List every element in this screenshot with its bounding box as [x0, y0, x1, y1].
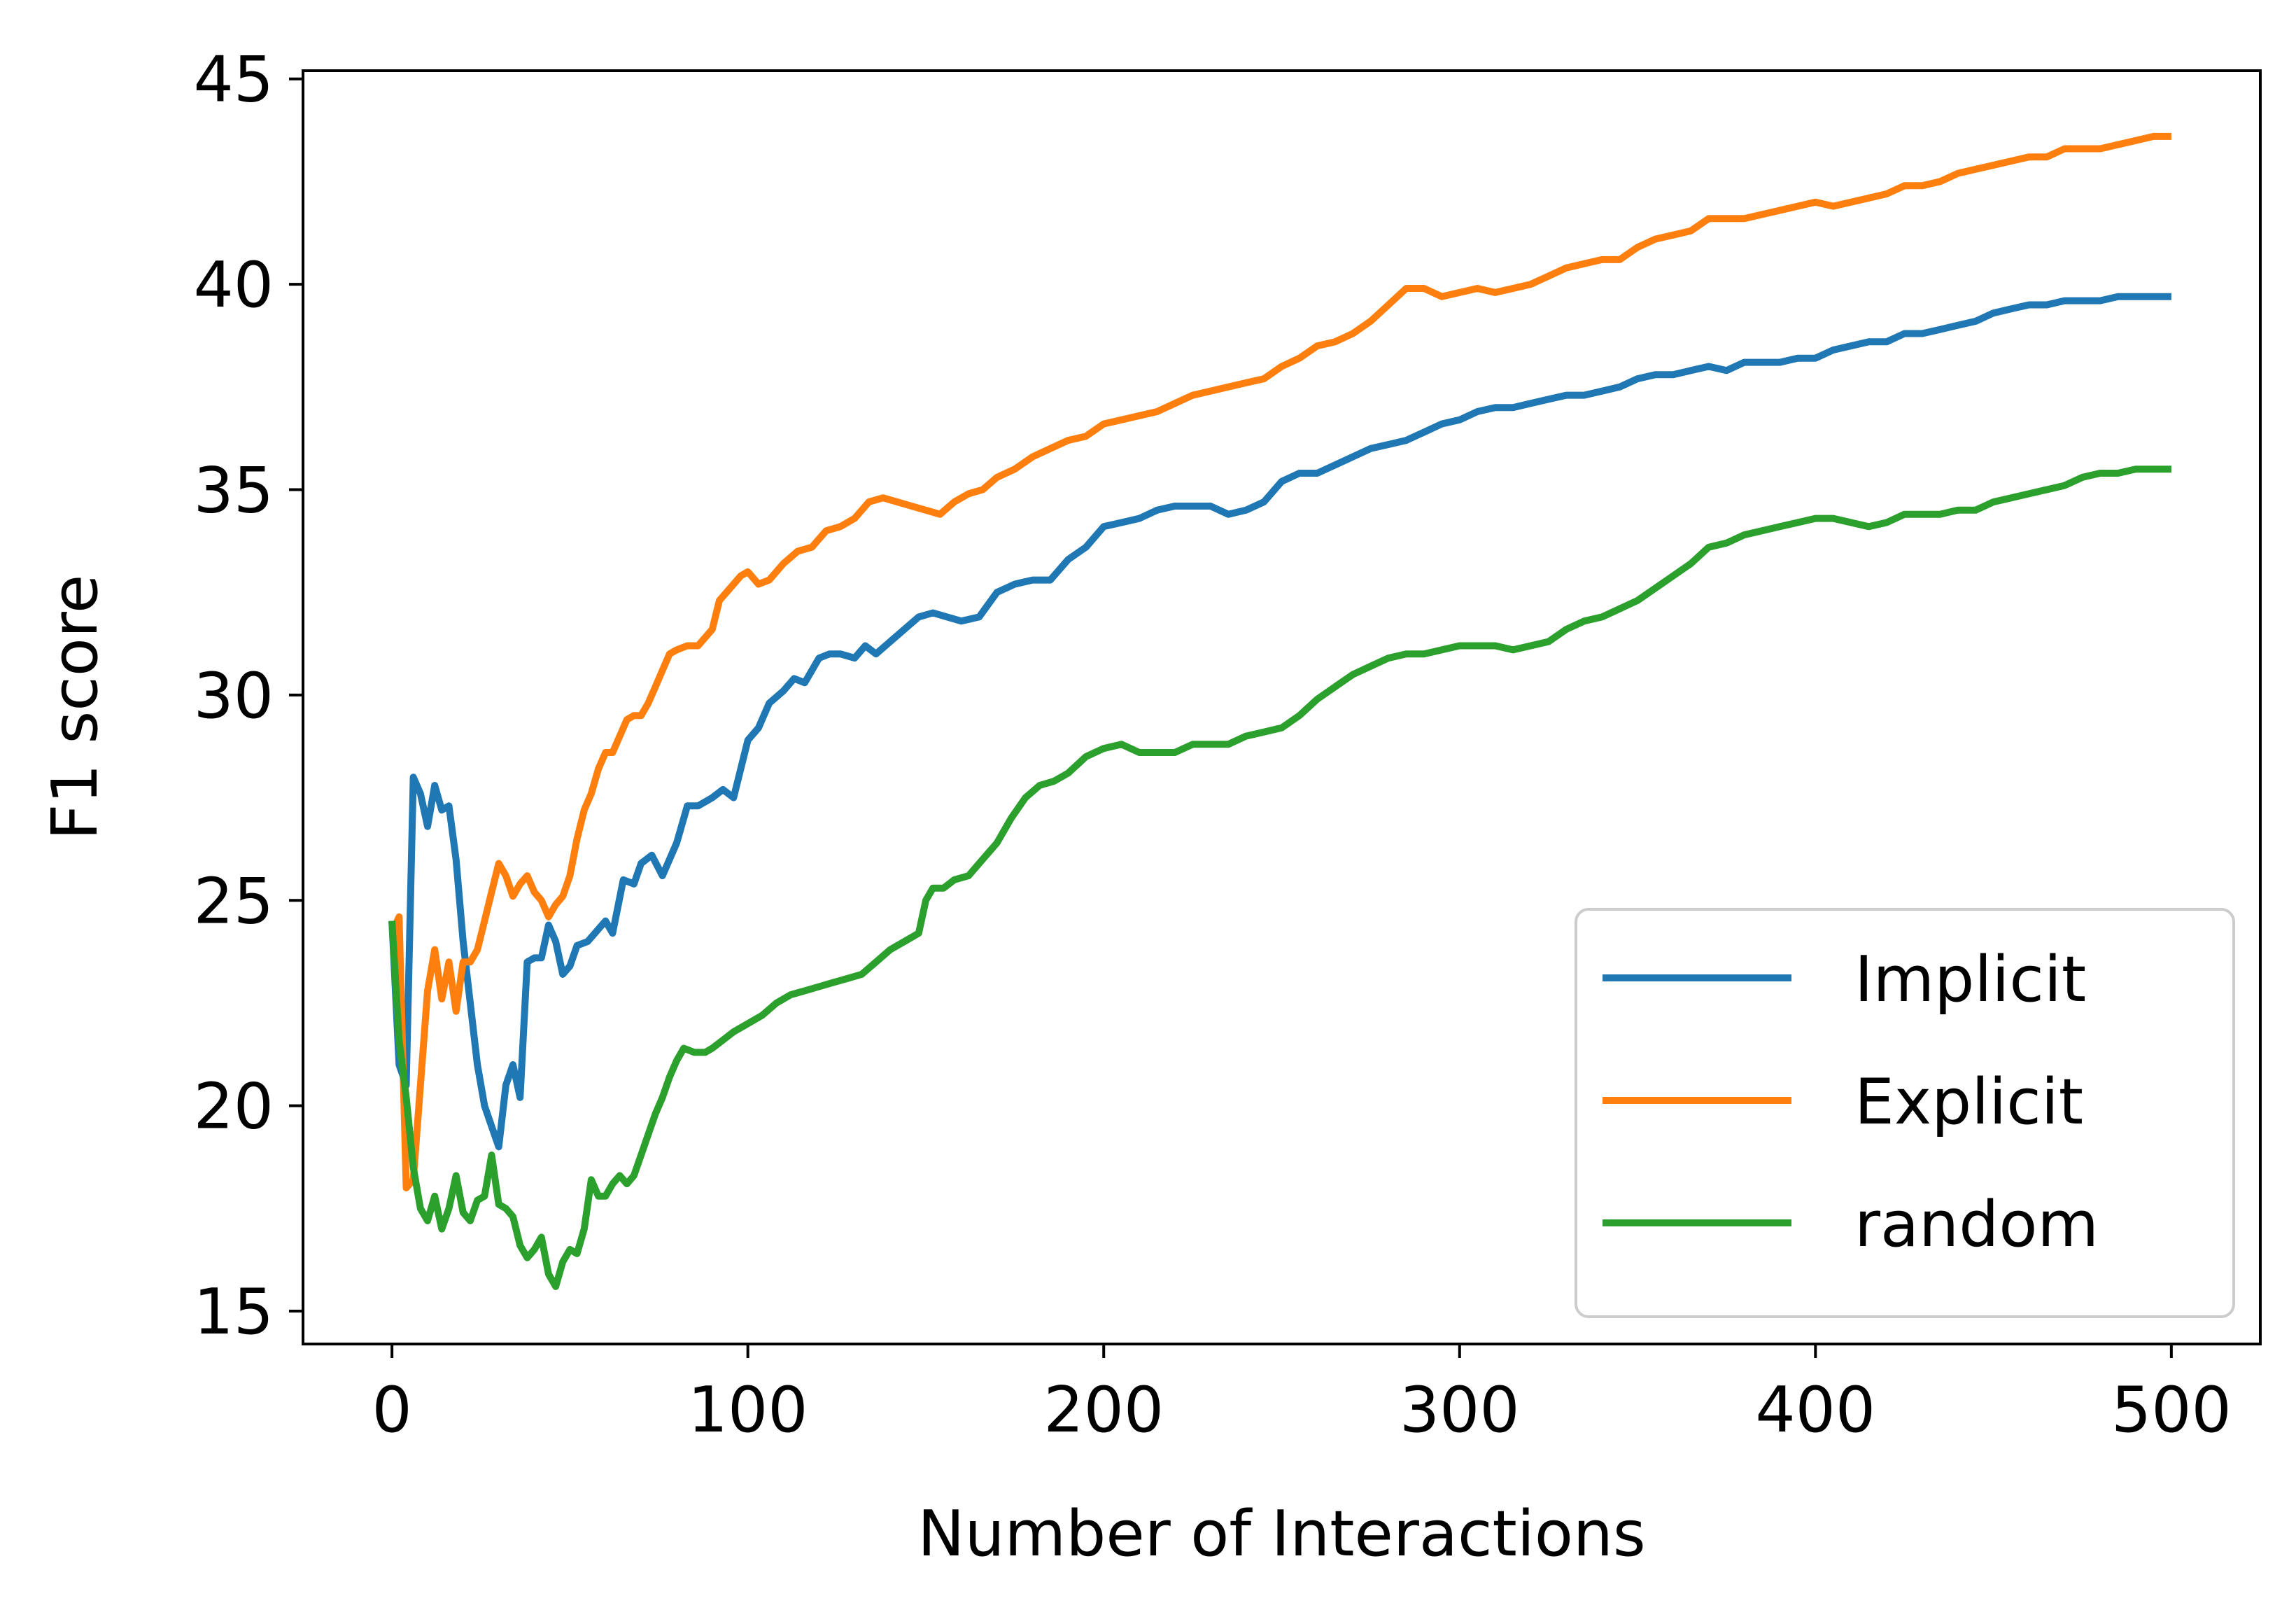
y-tick-label: 45 — [193, 43, 274, 117]
x-tick-label: 100 — [688, 1373, 808, 1447]
y-tick-label: 25 — [193, 864, 274, 938]
y-tick-label: 30 — [193, 659, 274, 733]
series-line-random — [388, 465, 2171, 1290]
y-tick-label: 20 — [193, 1070, 274, 1144]
y-tick-label: 40 — [193, 248, 274, 322]
series-layer — [388, 132, 2171, 1290]
legend-label: Implicit — [1854, 943, 2086, 1016]
x-axis-ticks: 0 100 200 300 400 500 — [372, 1344, 2232, 1447]
y-axis-label: F1 score — [38, 575, 112, 840]
y-tick-label: 15 — [193, 1275, 274, 1349]
legend: Implicit Explicit random — [1575, 908, 2235, 1318]
x-tick-label: 300 — [1400, 1373, 1520, 1447]
legend-box — [1575, 908, 2235, 1318]
x-tick-label: 400 — [1755, 1373, 1875, 1447]
plot-frame — [302, 69, 2262, 1345]
x-tick-label: 500 — [2111, 1373, 2232, 1447]
y-axis-ticks: 15 20 25 30 35 40 45 — [193, 43, 303, 1349]
y-tick-label: 35 — [193, 454, 274, 528]
x-axis-label: Number of Interactions — [917, 1497, 1646, 1571]
legend-label: random — [1854, 1188, 2099, 1261]
legend-label: Explicit — [1854, 1065, 2083, 1139]
series-line-explicit — [388, 132, 2171, 1191]
x-tick-label: 0 — [372, 1373, 412, 1447]
x-tick-label: 200 — [1043, 1373, 1164, 1447]
series-line-implicit — [388, 293, 2171, 1151]
